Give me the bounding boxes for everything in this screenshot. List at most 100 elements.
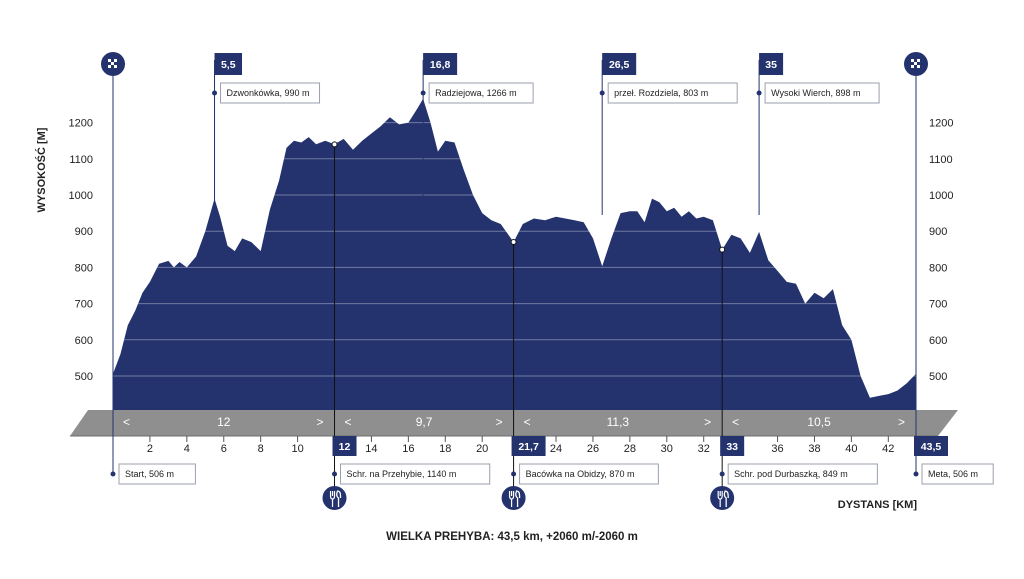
x-tick-label: 20 <box>476 443 488 455</box>
flag-check <box>108 59 111 62</box>
label-dot <box>420 90 426 96</box>
peak-name-label: Dzwonkówka, 990 m <box>227 88 310 98</box>
location-label: Start, 506 m <box>125 469 174 479</box>
x-tick-label: 4 <box>184 443 190 455</box>
knife-glyph <box>723 490 729 507</box>
segment-right-arrow: > <box>496 415 503 429</box>
knife-glyph <box>515 490 521 507</box>
flag-check <box>917 65 920 68</box>
segment-distance-label: 9,7 <box>416 415 433 429</box>
y-tick-label-right: 500 <box>929 371 947 383</box>
label-dot <box>332 471 338 477</box>
x-tick-label: 8 <box>258 443 264 455</box>
label-dot <box>756 90 762 96</box>
location-box <box>727 463 878 485</box>
peak-km-box <box>602 53 637 75</box>
flag-check <box>114 65 117 68</box>
peak-name-label: Radziejowa, 1266 m <box>435 88 517 98</box>
y-tick-label-left: 500 <box>75 371 93 383</box>
km-marker-box <box>511 436 546 456</box>
segment-right-arrow: > <box>704 415 711 429</box>
peak-name-label: przeł. Rozdziela, 803 m <box>614 88 708 98</box>
x-tick-label: 36 <box>771 443 783 455</box>
segment-left-arrow: < <box>732 415 739 429</box>
peak-name-box <box>220 82 321 104</box>
flag-check <box>911 59 914 62</box>
flag-check <box>114 59 117 62</box>
segment-right-arrow: > <box>317 415 324 429</box>
x-tick-label: 16 <box>402 443 414 455</box>
peak-km-label: 16,8 <box>430 59 451 71</box>
flag-check <box>108 65 111 68</box>
peak-km-box <box>214 53 243 75</box>
flag-check <box>111 62 114 65</box>
y-tick-label-right: 600 <box>929 335 947 347</box>
segment-left-arrow: < <box>345 415 352 429</box>
y-tick-label-left: 900 <box>75 226 93 238</box>
km-marker-box <box>914 436 948 456</box>
location-box <box>519 463 659 485</box>
segment-left-arrow: < <box>123 415 130 429</box>
station-point <box>510 239 517 246</box>
x-tick-label: 6 <box>221 443 227 455</box>
x-tick-label: 42 <box>882 443 894 455</box>
flag-check <box>914 62 917 65</box>
y-tick-label-left: 800 <box>75 262 93 274</box>
x-tick-label: 40 <box>845 443 857 455</box>
x-tick-label: 2 <box>147 443 153 455</box>
y-tick-label-left: 1100 <box>69 154 93 166</box>
location-label: Bacówka na Obidzy, 870 m <box>526 469 635 479</box>
label-dot <box>110 471 116 477</box>
km-marker-label: 12 <box>339 441 351 453</box>
x-tick-label: 32 <box>698 443 710 455</box>
fork-glyph <box>717 491 723 507</box>
label-dot <box>212 90 218 96</box>
km-marker-label: 33 <box>726 441 738 453</box>
peak-km-label: 26,5 <box>609 59 630 71</box>
label-dot <box>719 471 725 477</box>
station-point <box>331 141 338 148</box>
segment-distance-label: 11,3 <box>607 415 630 429</box>
label-dot <box>913 471 919 477</box>
y-tick-label-right: 700 <box>929 299 947 311</box>
peak-km-label: 5,5 <box>221 59 236 71</box>
x-tick-label: 24 <box>550 443 562 455</box>
location-label: Meta, 506 m <box>928 469 978 479</box>
chart-title: WIELKA PREHYBA: 43,5 km, +2060 m/-2060 m <box>386 531 638 543</box>
x-axis-title: DYSTANS [KM] <box>838 499 918 511</box>
y-axis-title: WYSOKOŚĆ [M] <box>35 127 48 212</box>
segment-distance-label: 10,5 <box>807 415 831 429</box>
y-tick-label-right: 1000 <box>929 190 953 202</box>
segment-left-arrow: < <box>524 415 531 429</box>
peak-km-box <box>759 53 784 75</box>
location-label: Schr. pod Durbaszką, 849 m <box>734 469 848 479</box>
y-tick-label-right: 900 <box>929 226 947 238</box>
x-tick-label: 28 <box>624 443 636 455</box>
location-label: Schr. na Przehybie, 1140 m <box>347 469 457 479</box>
peak-name-box <box>764 82 880 104</box>
y-tick-label-right: 800 <box>929 262 947 274</box>
y-tick-label-right: 1200 <box>929 118 953 130</box>
station-point <box>719 246 726 253</box>
peak-km-box <box>423 53 458 75</box>
fork-glyph <box>508 491 515 507</box>
y-tick-label-right: 1100 <box>929 154 953 166</box>
fork-glyph <box>329 491 336 507</box>
x-tick-label: 14 <box>365 443 377 455</box>
x-tick-label: 30 <box>661 443 673 455</box>
peak-km-label: 35 <box>765 59 777 71</box>
x-tick-label: 10 <box>291 443 303 455</box>
elevation-area <box>113 98 916 410</box>
km-marker-label: 43,5 <box>921 441 942 453</box>
location-box <box>118 463 196 485</box>
flag-check <box>917 59 920 62</box>
y-tick-label-left: 600 <box>75 335 93 347</box>
km-marker-box <box>332 436 357 456</box>
peak-name-box <box>607 82 738 104</box>
x-tick-label: 26 <box>587 443 599 455</box>
x-tick-label: 18 <box>439 443 451 455</box>
x-tick-label: 38 <box>808 443 820 455</box>
peak-name-box <box>428 82 534 104</box>
y-tick-label-left: 1000 <box>69 190 93 202</box>
